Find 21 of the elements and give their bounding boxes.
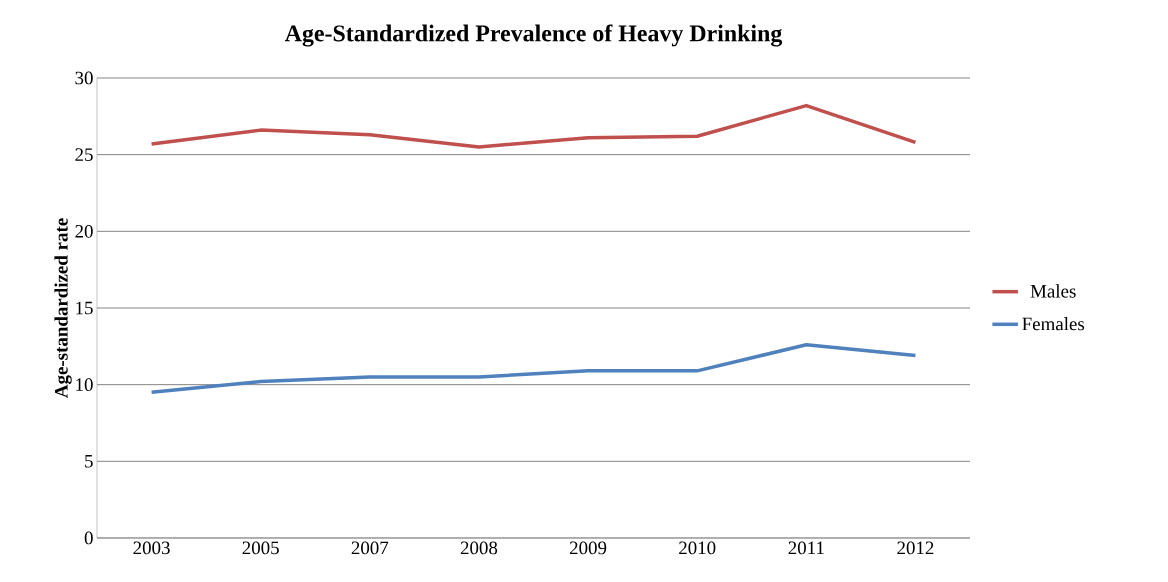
- chart-title: Age-Standardized Prevalence of Heavy Drinking: [284, 24, 783, 47]
- legend-label: Females: [1022, 316, 1085, 331]
- x-tick-label: 2005: [242, 541, 279, 555]
- line-series: [149, 343, 918, 395]
- x-tick-label: 2003: [133, 541, 170, 555]
- y-tick-label: 30: [75, 71, 93, 85]
- x-tick-label: 2009: [569, 541, 607, 555]
- x-tick-label: 2008: [460, 541, 498, 555]
- x-tick-label: 2012: [897, 541, 934, 555]
- y-tick-label: 0: [84, 531, 93, 545]
- y-tick-label: 25: [75, 148, 93, 162]
- y-tick-label: 10: [76, 378, 93, 392]
- x-tick-label: 2010: [679, 541, 716, 555]
- y-axis-title: Age-standardized rate: [54, 218, 72, 398]
- y-tick-label: 20: [75, 224, 93, 238]
- y-tick-label: 5: [85, 455, 93, 468]
- x-tick-label: 2007: [351, 541, 389, 555]
- x-tick-label: 2011: [788, 541, 824, 555]
- y-tick-label: 15: [76, 301, 93, 315]
- line-series: [149, 103, 918, 149]
- legend-label: Males: [1030, 284, 1076, 298]
